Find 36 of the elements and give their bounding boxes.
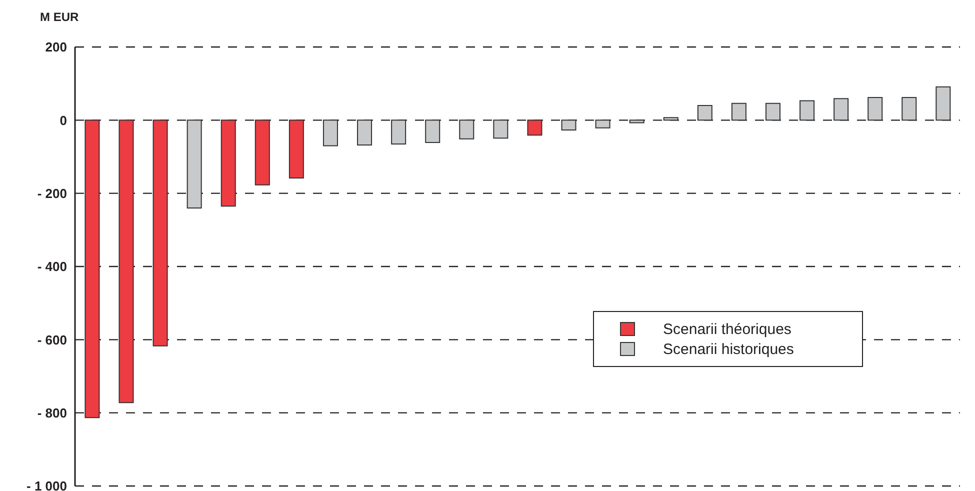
- bar: [322, 120, 338, 146]
- bar: [459, 120, 474, 140]
- bar: [731, 102, 746, 121]
- bar: [902, 96, 917, 121]
- bar: [561, 120, 576, 131]
- y-tick-label: - 1 000: [26, 478, 67, 491]
- legend-label: Scenarii historiques: [663, 340, 794, 358]
- bar: [493, 120, 508, 139]
- bar: [629, 120, 644, 124]
- bar: [936, 86, 951, 121]
- bar: [527, 120, 542, 136]
- bar: [663, 117, 678, 121]
- bar: [834, 98, 849, 121]
- bar: [765, 102, 780, 121]
- bar: [186, 120, 202, 208]
- y-tick-label: - 200: [37, 186, 67, 201]
- bar: [152, 120, 168, 346]
- bar: [220, 120, 236, 207]
- bar: [697, 105, 712, 121]
- bar: [118, 120, 134, 404]
- y-axis-title: M EUR: [40, 10, 79, 24]
- bar: [800, 100, 815, 121]
- bar: [391, 120, 406, 144]
- y-tick-label: 200: [45, 40, 67, 55]
- y-tick-label: 0: [60, 112, 67, 128]
- bar: [84, 120, 100, 418]
- bar: [868, 96, 883, 121]
- bar: [595, 120, 610, 128]
- y-tick-label: - 600: [37, 332, 67, 348]
- bar: [425, 120, 440, 143]
- bar: [357, 120, 372, 146]
- bar: [254, 120, 270, 186]
- y-tick-label: - 400: [37, 259, 67, 274]
- legend-label: Scenarii théoriques: [663, 320, 792, 338]
- bar: [288, 120, 304, 178]
- y-tick-label: - 800: [37, 405, 67, 420]
